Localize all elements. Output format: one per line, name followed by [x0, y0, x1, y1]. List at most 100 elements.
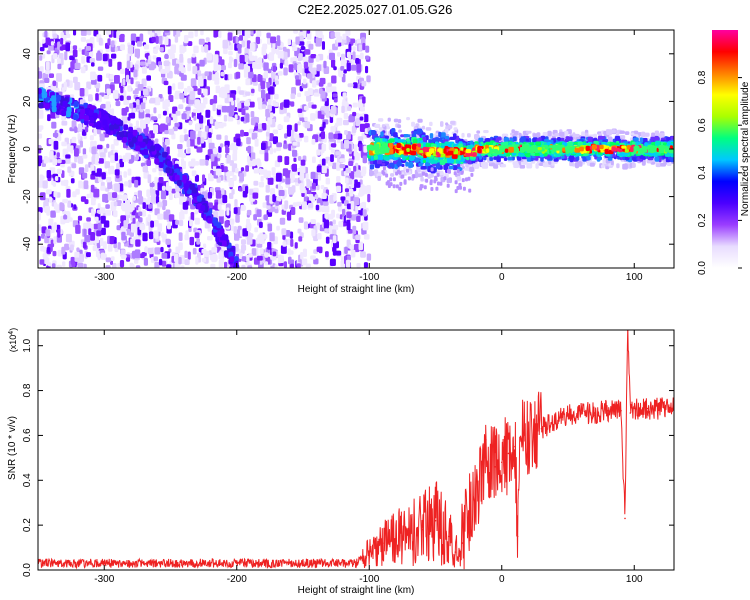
spectrogram-noise-cell	[218, 259, 224, 268]
spectrogram-band-cell	[393, 118, 399, 123]
spectrogram-noise-cell	[177, 82, 184, 90]
spectrogram-noise-cell	[363, 145, 368, 153]
spectrogram-noise-cell	[235, 36, 239, 44]
spectrogram-noise-cell	[256, 255, 263, 261]
spectrogram-noise-cell	[219, 143, 224, 148]
spectrogram-noise-cell	[272, 136, 278, 145]
spectrogram-noise-cell	[168, 192, 173, 200]
spectrogram-track-cell	[131, 136, 137, 143]
spectrogram-noise-cell	[130, 77, 134, 85]
spectrogram-noise-cell	[161, 252, 168, 259]
spectrogram-noise-cell	[250, 30, 254, 35]
spectrogram-noise-cell	[74, 82, 81, 91]
spectrogram-noise-cell	[152, 55, 157, 60]
spectrogram-noise-cell	[246, 155, 250, 163]
spectrogram-noise-cell	[89, 135, 94, 141]
spectrogram-noise-cell	[282, 234, 286, 240]
spectrogram-band-cell	[429, 121, 433, 127]
spectrogram-noise-cell	[269, 112, 274, 119]
spectrogram-noise-cell	[135, 154, 139, 160]
spectrogram-noise-cell	[149, 182, 155, 187]
spectrogram-noise-cell	[317, 233, 322, 240]
spectrogram-noise-cell	[115, 101, 121, 107]
spectrogram-noise-cell	[281, 228, 287, 236]
spectrogram-noise-cell	[75, 224, 81, 234]
spectrogram-noise-cell	[352, 46, 356, 51]
spectrogram-track-cell	[89, 117, 95, 124]
spectrogram-noise-cell	[231, 100, 235, 106]
spectrogram-noise-cell	[131, 40, 135, 46]
spectrogram-noise-cell	[245, 165, 249, 172]
spectrogram-noise-cell	[296, 263, 301, 268]
spectrogram-noise-cell	[94, 216, 99, 222]
spectrogram-band-cell	[526, 162, 533, 169]
spectrogram-noise-cell	[109, 236, 114, 245]
spectrogram-track-cell	[128, 141, 134, 148]
spectrogram-noise-cell	[157, 202, 163, 207]
spectrogram-noise-cell	[288, 250, 294, 255]
spectrogram-noise-cell	[207, 236, 213, 241]
spectrogram-noise-cell	[267, 170, 271, 178]
spectrogram-noise-cell	[294, 242, 298, 249]
spectrogram-noise-cell	[78, 180, 83, 189]
spectrogram-noise-cell	[323, 219, 329, 229]
spectrogram-noise-cell	[213, 54, 219, 64]
spectrogram-noise-cell	[109, 74, 114, 80]
spectrogram-noise-cell	[248, 71, 254, 79]
spectrogram-noise-cell	[289, 263, 294, 268]
spectrogram-noise-cell	[322, 121, 326, 128]
spectrogram-noise-cell	[92, 245, 98, 252]
spectrogram-noise-cell	[230, 225, 235, 231]
spectrogram-noise-cell	[91, 78, 97, 85]
spectrogram-noise-cell	[113, 201, 118, 207]
spectrogram-noise-cell	[142, 88, 149, 96]
spectrogram-noise-cell	[329, 115, 334, 123]
spectrogram-noise-cell	[134, 179, 139, 188]
spectrogram-noise-cell	[331, 209, 335, 218]
spectrogram-noise-cell	[240, 229, 244, 237]
spectrogram-track-cell	[189, 183, 195, 190]
spectrogram-noise-cell	[324, 228, 329, 234]
spectrogram-noise-cell	[99, 152, 106, 158]
spectrogram-noise-cell	[282, 168, 289, 177]
spectrogram-noise-cell	[167, 85, 172, 95]
spectrogram-noise-cell	[353, 197, 360, 206]
spectrogram-band-cell	[473, 163, 480, 169]
spectrogram-noise-cell	[72, 191, 77, 198]
spectrogram-noise-cell	[239, 173, 244, 182]
spectrogram-band-cell	[377, 175, 381, 181]
spectrogram-noise-cell	[72, 45, 78, 50]
spectrogram-band-cell	[563, 130, 569, 137]
spectrogram-noise-cell	[163, 30, 170, 33]
spectrogram-band-cell	[377, 160, 383, 165]
spectrogram-noise-cell	[350, 249, 356, 258]
spectrogram-noise-cell	[56, 264, 62, 268]
spectrogram-noise-cell	[286, 129, 291, 137]
spectrogram-noise-cell	[274, 264, 278, 268]
spectrogram-noise-cell	[299, 172, 305, 181]
spectrogram-noise-cell	[105, 257, 111, 263]
spectrogram-noise-cell	[304, 121, 311, 129]
spectrogram-band-cell	[520, 136, 526, 142]
spectrogram-noise-cell	[65, 233, 72, 243]
spectrogram-track-cell	[61, 110, 67, 117]
spectrogram-noise-cell	[241, 108, 246, 116]
spectrogram-noise-cell	[127, 44, 134, 54]
figure-title: C2E2.2025.027.01.05.G26	[298, 2, 453, 17]
spectrogram-band-cell	[439, 137, 443, 142]
spectrogram-noise-cell	[293, 30, 299, 34]
spectrogram-track-cell	[51, 95, 57, 102]
spectrogram-noise-cell	[336, 36, 343, 43]
spectrogram-noise-cell	[42, 53, 46, 59]
spectrogram-noise-cell	[197, 252, 201, 258]
spectrogram-noise-cell	[63, 81, 67, 90]
spectrogram-noise-cell	[207, 192, 213, 199]
spectrogram-noise-cell	[228, 62, 232, 69]
spectrogram-band-cell	[418, 162, 423, 167]
spectrogram-noise-cell	[320, 106, 325, 111]
spectrogram-noise-cell	[184, 87, 188, 96]
spectrogram-noise-cell	[344, 177, 349, 184]
spectrogram-noise-cell	[194, 217, 200, 225]
spectrogram-band-cell	[574, 162, 580, 167]
spectrogram-noise-cell	[91, 62, 95, 67]
